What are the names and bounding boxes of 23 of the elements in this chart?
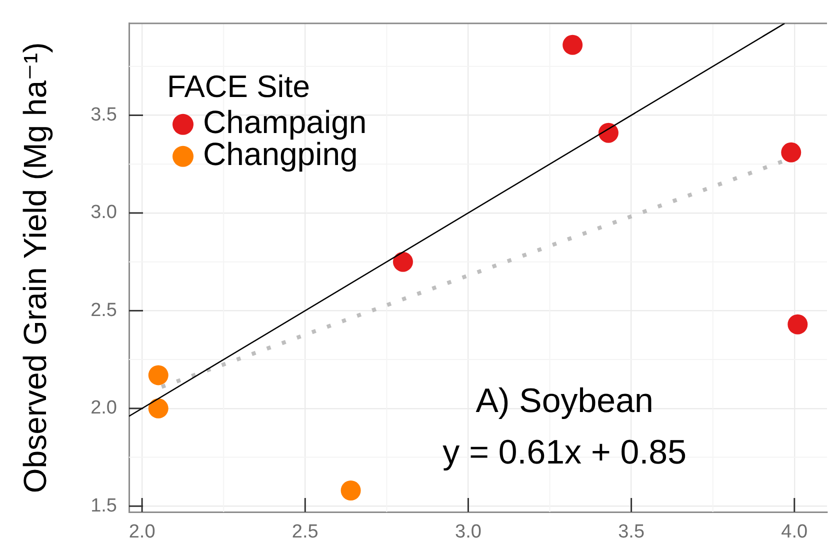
- x-tick-label: 4.0: [781, 522, 808, 543]
- point: [148, 398, 168, 418]
- x-tick-label: 3.5: [618, 522, 645, 543]
- x-tick-label: 2.5: [292, 522, 318, 543]
- point: [598, 122, 618, 143]
- y-tick-label: 2.5: [90, 300, 117, 321]
- legend-label: Champaign: [203, 104, 367, 140]
- point: [340, 480, 361, 500]
- y-tick-label: 1.5: [90, 495, 117, 516]
- y-axis-title: Observed Grain Yield (Mg ha⁻¹): [17, 42, 54, 494]
- point: [788, 314, 808, 334]
- annotation: y = 0.61x + 0.85: [442, 434, 686, 472]
- point: [781, 142, 802, 162]
- point: [562, 34, 583, 55]
- point: [148, 365, 168, 386]
- x-tick-label: 2.0: [128, 522, 156, 543]
- legend-title: FACE Site: [167, 68, 310, 104]
- point: [392, 252, 413, 272]
- annotation: A) Soybean: [476, 382, 654, 420]
- x-tick-label: 3.0: [455, 522, 482, 543]
- y-tick-label: 2.0: [90, 398, 117, 419]
- y-tick-label: 3.0: [90, 202, 117, 224]
- y-tick-label: 3.5: [90, 104, 117, 126]
